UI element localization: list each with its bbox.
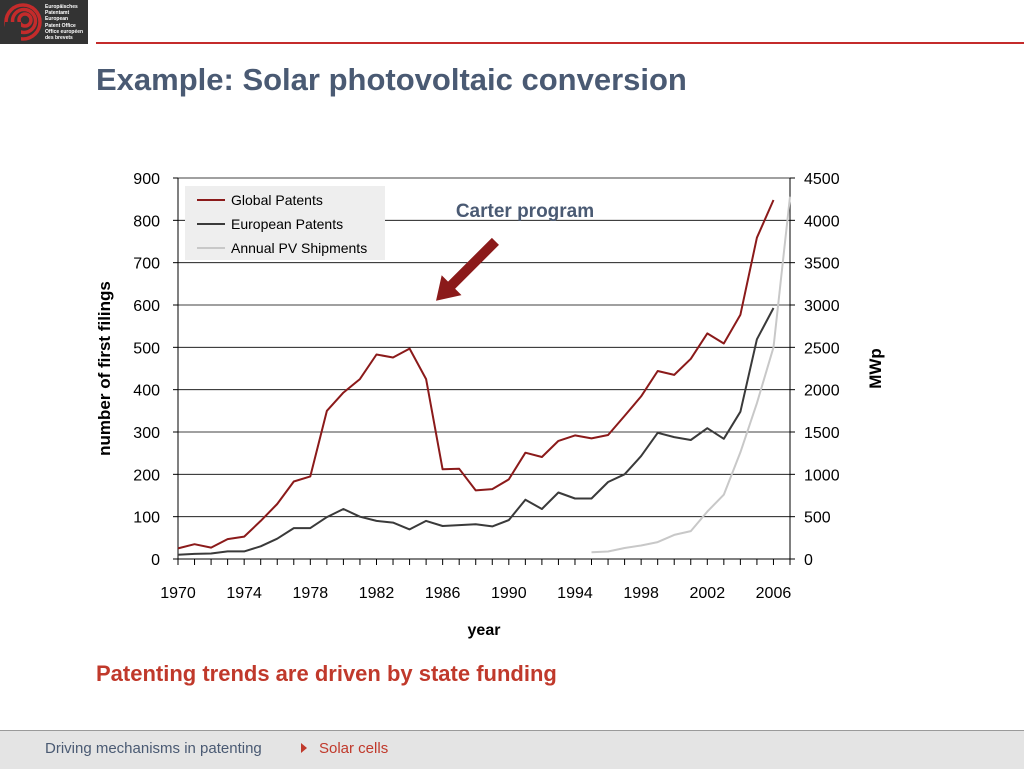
x-tick-label: 1986 <box>425 585 461 602</box>
slide-subtitle: Patenting trends are driven by state fun… <box>96 661 557 686</box>
y-tick-label: 300 <box>133 425 160 442</box>
y2-tick-label: 0 <box>804 552 813 569</box>
y-tick-label: 800 <box>133 213 160 230</box>
epo-logo-mark-icon <box>4 3 42 42</box>
legend-label: Annual PV Shipments <box>231 240 367 256</box>
logo-line: Patent Office <box>45 22 76 29</box>
y2-tick-label: 500 <box>804 510 831 527</box>
triangle-right-icon <box>301 743 307 753</box>
carter-program-annotation: Carter program <box>456 201 594 222</box>
logo-line: Patentamt <box>45 10 70 17</box>
series-line <box>591 196 791 554</box>
logo-line: Office européen <box>45 28 84 35</box>
logo-line: des brevets <box>45 35 73 42</box>
y-tick-label: 900 <box>133 171 160 188</box>
epo-logo: Europäisches Patentamt European Patent O… <box>0 0 88 44</box>
y-tick-label: 500 <box>133 340 160 357</box>
header-rule <box>96 42 1024 44</box>
epo-logo-text: Europäisches Patentamt European Patent O… <box>45 4 87 41</box>
y-tick-label: 700 <box>133 256 160 273</box>
y2-tick-label: 3500 <box>804 256 840 273</box>
x-tick-label: 1998 <box>623 585 659 602</box>
legend-label: Global Patents <box>231 192 323 208</box>
breadcrumb-solar-cells[interactable]: Solar cells <box>319 740 389 757</box>
series-line <box>177 307 775 556</box>
logo-line: European <box>45 16 69 23</box>
y2-tick-label: 1000 <box>804 467 840 484</box>
x-tick-label: 1982 <box>359 585 395 602</box>
y-tick-label: 400 <box>133 383 160 400</box>
y2-tick-label: 2500 <box>804 340 840 357</box>
y-tick-label: 200 <box>133 467 160 484</box>
y2-tick-label: 3000 <box>804 298 840 315</box>
slide-title: Example: Solar photovoltaic conversion <box>96 62 687 97</box>
x-axis-title: year <box>468 622 501 639</box>
y-tick-label: 100 <box>133 510 160 527</box>
x-tick-label: 1990 <box>491 585 527 602</box>
logo-line: Europäisches <box>45 4 78 10</box>
x-tick-label: 2002 <box>690 585 726 602</box>
x-tick-label: 1970 <box>160 585 196 602</box>
arrow-down-left-icon <box>436 237 499 301</box>
y2-tick-label: 4000 <box>804 213 840 230</box>
breadcrumb-driving-mechanisms[interactable]: Driving mechanisms in patenting <box>45 740 262 757</box>
y2-axis-title: MWp <box>866 348 885 389</box>
patent-chart: 0 100 200 300 400 500 600 700 800 900 0 500 1000 1500… <box>95 171 885 639</box>
legend-label: European Patents <box>231 216 343 232</box>
arrow-shape <box>436 237 499 301</box>
y2-tick-label: 2000 <box>804 383 840 400</box>
x-tick-label: 1994 <box>557 585 593 602</box>
y-axis-title: number of first filings <box>95 281 114 456</box>
x-tick-label: 1974 <box>226 585 262 602</box>
y2-tick-label: 4500 <box>804 171 840 188</box>
series-line <box>177 199 775 550</box>
y2-tick-label: 1500 <box>804 425 840 442</box>
y-tick-label: 0 <box>151 552 160 569</box>
y-tick-label: 600 <box>133 298 160 315</box>
x-tick-label: 1978 <box>293 585 329 602</box>
x-tick-label: 2006 <box>756 585 792 602</box>
footer-bar <box>0 730 1024 769</box>
